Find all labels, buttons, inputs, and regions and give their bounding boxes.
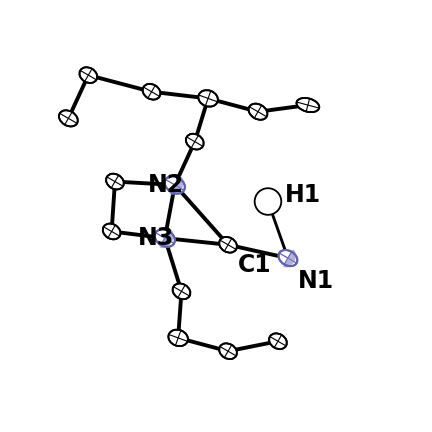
Ellipse shape xyxy=(279,250,297,266)
Ellipse shape xyxy=(106,174,124,190)
Polygon shape xyxy=(169,176,184,195)
Ellipse shape xyxy=(219,343,237,359)
Ellipse shape xyxy=(155,229,175,247)
Text: N2: N2 xyxy=(148,173,184,197)
Ellipse shape xyxy=(198,90,218,107)
Ellipse shape xyxy=(255,188,281,215)
Ellipse shape xyxy=(219,237,237,253)
Ellipse shape xyxy=(59,110,78,127)
Ellipse shape xyxy=(143,84,160,100)
Ellipse shape xyxy=(296,98,319,112)
Text: H1: H1 xyxy=(285,183,321,207)
Text: N1: N1 xyxy=(298,270,334,293)
Text: C1: C1 xyxy=(238,253,272,277)
Ellipse shape xyxy=(186,134,203,149)
Text: N3: N3 xyxy=(138,226,175,250)
Polygon shape xyxy=(283,249,296,267)
Ellipse shape xyxy=(103,224,121,239)
Ellipse shape xyxy=(165,176,185,194)
Ellipse shape xyxy=(168,330,188,346)
Polygon shape xyxy=(159,229,174,248)
Ellipse shape xyxy=(79,67,97,83)
Ellipse shape xyxy=(269,334,287,349)
Ellipse shape xyxy=(173,283,191,299)
Ellipse shape xyxy=(248,104,267,120)
